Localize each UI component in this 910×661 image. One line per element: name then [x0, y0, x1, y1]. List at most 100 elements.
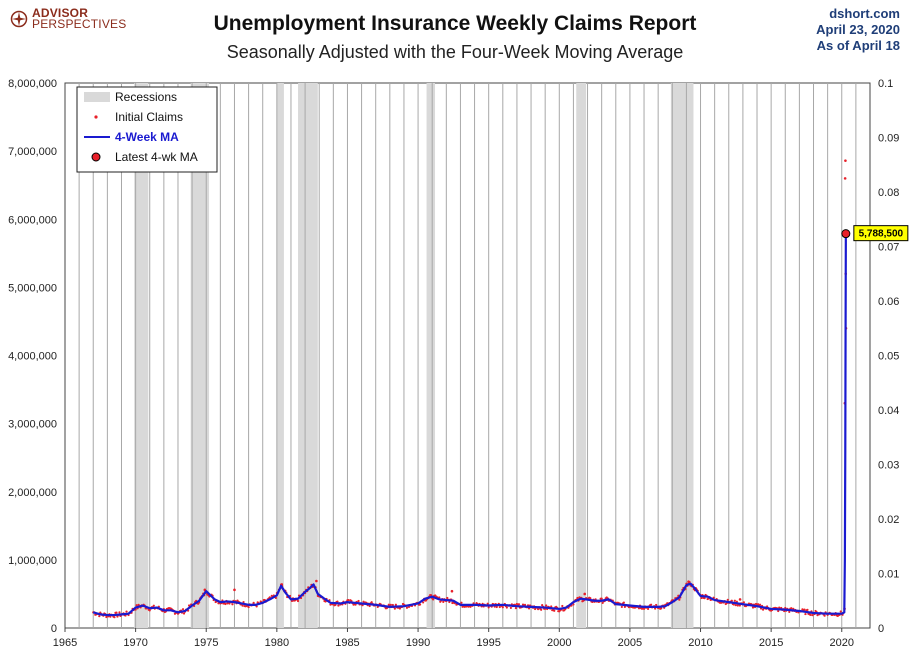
initial-claims-point [637, 607, 641, 610]
initial-claims-point [296, 599, 300, 603]
initial-claims-point [105, 615, 108, 619]
initial-claims-point [655, 603, 658, 607]
y-tick-label: 0 [51, 623, 57, 635]
initial-claims-point [487, 606, 490, 609]
x-tick-label: 2020 [830, 637, 854, 649]
y-tick-label: 6,000,000 [8, 214, 57, 226]
initial-claims-point [545, 604, 548, 607]
legend-label-latest: Latest 4-wk MA [115, 150, 198, 164]
initial-claims-point [505, 606, 508, 609]
legend-recession-swatch [84, 92, 110, 102]
ma-line [92, 233, 847, 617]
y2-tick-label: 0.04 [878, 405, 899, 417]
y-tick-label: 3,000,000 [8, 419, 57, 431]
initial-claims-point [742, 601, 746, 604]
initial-claims-point [224, 602, 227, 606]
recession-band [276, 83, 284, 628]
y2-tick-label: 0.1 [878, 78, 893, 90]
y-tick-label: 5,000,000 [8, 282, 57, 294]
logo-text-advisor: ADVISOR [32, 6, 89, 20]
initial-claims-point [182, 612, 186, 615]
initial-claims-point [405, 606, 409, 609]
x-tick-label: 1995 [476, 637, 500, 649]
latest-callout-label: 5,788,500 [859, 229, 904, 240]
initial-claims-point [242, 600, 245, 604]
x-tick-label: 1980 [265, 637, 289, 649]
y2-tick-label: 0 [878, 623, 884, 635]
initial-claims-point [442, 600, 445, 603]
y-tick-label: 4,000,000 [8, 351, 57, 363]
y-tick-label: 2,000,000 [8, 487, 57, 499]
initial-claims-point [418, 603, 422, 606]
recession-band [426, 83, 436, 628]
initial-claims-point [751, 606, 755, 609]
initial-claims-point [357, 599, 360, 603]
initial-claims-point [642, 607, 646, 610]
y2-tick-label: 0.05 [878, 351, 899, 363]
x-tick-label: 2010 [688, 637, 712, 649]
y2-tick-label: 0.07 [878, 242, 899, 254]
initial-claims-point [734, 604, 737, 607]
initial-claims-point [843, 177, 847, 180]
initial-claims-point [315, 579, 318, 583]
chart-subtitle: Seasonally Adjusted with the Four-Week M… [226, 42, 684, 62]
initial-claims-point [347, 598, 350, 602]
initial-claims-point [553, 609, 556, 612]
initial-claims-point [533, 607, 537, 611]
compass-icon [10, 10, 28, 28]
initial-claims-point [368, 604, 371, 608]
y-tick-label: 1,000,000 [8, 555, 57, 567]
initial-claims-point [738, 598, 742, 601]
initial-claims-point [583, 592, 587, 596]
y2-tick-label: 0.09 [878, 133, 899, 145]
initial-claims-point [460, 601, 463, 604]
initial-claims-point [517, 603, 521, 606]
initial-claims-point [678, 598, 681, 601]
initial-claims-point [523, 603, 527, 606]
initial-claims-point [509, 606, 512, 610]
initial-claims-point [788, 610, 791, 614]
initial-claims-point [756, 603, 760, 606]
recession-band [190, 83, 210, 628]
initial-claims-point [537, 608, 540, 611]
initial-claims-point [823, 614, 826, 617]
recession-band [576, 83, 587, 628]
recession-band [298, 83, 318, 628]
x-tick-label: 1985 [335, 637, 359, 649]
initial-claims-point [233, 588, 236, 592]
recession-band [670, 83, 694, 628]
initial-claims-point [589, 597, 592, 600]
report-date: April 23, 2020 [816, 22, 900, 37]
initial-claims-point [601, 601, 604, 605]
legend-label-initial-claims: Initial Claims [115, 110, 183, 124]
initial-claims-point [660, 607, 663, 610]
initial-claims-point [422, 601, 425, 604]
x-tick-label: 1975 [194, 637, 218, 649]
initial-claims-point [498, 605, 501, 609]
latest-callout-box [853, 225, 909, 242]
initial-claims-point [809, 613, 812, 616]
initial-claims-point [514, 606, 518, 610]
initial-claims-point [649, 603, 653, 606]
legend: Recessions Initial Claims 4-Week MA Late… [76, 86, 218, 173]
y2-tick-label: 0.02 [878, 514, 899, 526]
initial-claims-point [576, 596, 579, 600]
latest-ma-marker [841, 229, 851, 239]
logo-text-perspectives: PERSPECTIVES [32, 17, 127, 31]
legend-label-recessions: Recessions [115, 90, 177, 104]
advisor-perspectives-logo: ADVISOR PERSPECTIVES [10, 6, 127, 31]
initial-claims-point [393, 607, 396, 610]
initial-claims-point [844, 159, 847, 162]
initial-claims-point [98, 614, 101, 618]
initial-claims-point [432, 598, 435, 601]
initial-claims-point [646, 607, 650, 610]
y2-tick-label: 0.08 [878, 187, 899, 199]
legend-latest-swatch [91, 152, 101, 162]
initial-claims-point [687, 580, 690, 583]
initial-claims-point [389, 603, 392, 606]
initial-claims-point [811, 614, 814, 617]
initial-claims-point [115, 611, 118, 614]
x-tick-label: 1965 [53, 637, 77, 649]
initial-claims-point [600, 597, 603, 600]
